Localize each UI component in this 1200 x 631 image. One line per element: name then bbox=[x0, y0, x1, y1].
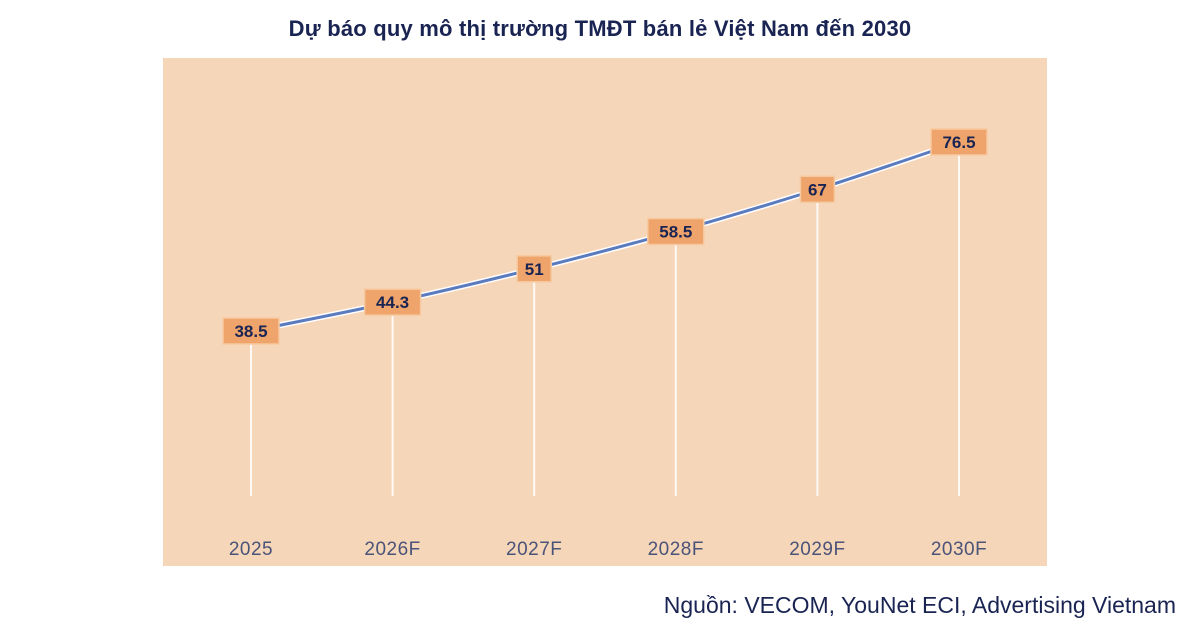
data-label-2026f: 44.3 bbox=[376, 293, 409, 312]
data-label-box-2025 bbox=[222, 317, 280, 345]
x-tick-label-2029f: 2029F bbox=[789, 539, 845, 560]
x-tick-label-2028f: 2028F bbox=[648, 539, 704, 560]
data-label-2028f: 58.5 bbox=[659, 223, 692, 242]
source-note: Nguồn: VECOM, YouNet ECI, Advertising Vi… bbox=[663, 592, 1176, 618]
x-tick-label-2030f: 2030F bbox=[931, 539, 987, 560]
plot-background bbox=[163, 58, 1047, 566]
data-label-2029f: 67 bbox=[808, 180, 827, 199]
data-label-2025: 38.5 bbox=[234, 322, 267, 341]
data-label-box-2029f bbox=[799, 175, 836, 203]
data-label-box-2028f bbox=[647, 217, 705, 246]
x-tick-label-2026f: 2026F bbox=[364, 539, 420, 560]
data-label-2027f: 51 bbox=[525, 260, 544, 279]
data-label-box-2030f bbox=[930, 128, 988, 156]
x-tick-label-2027f: 2027F bbox=[506, 539, 562, 560]
data-label-box-2027f bbox=[516, 255, 552, 283]
chart-title: Dự báo quy mô thị trường TMĐT bán lẻ Việ… bbox=[288, 16, 912, 41]
data-label-2030f: 76.5 bbox=[942, 133, 975, 152]
x-tick-label-2025: 2025 bbox=[229, 539, 273, 560]
data-label-box-2026f bbox=[363, 288, 422, 316]
